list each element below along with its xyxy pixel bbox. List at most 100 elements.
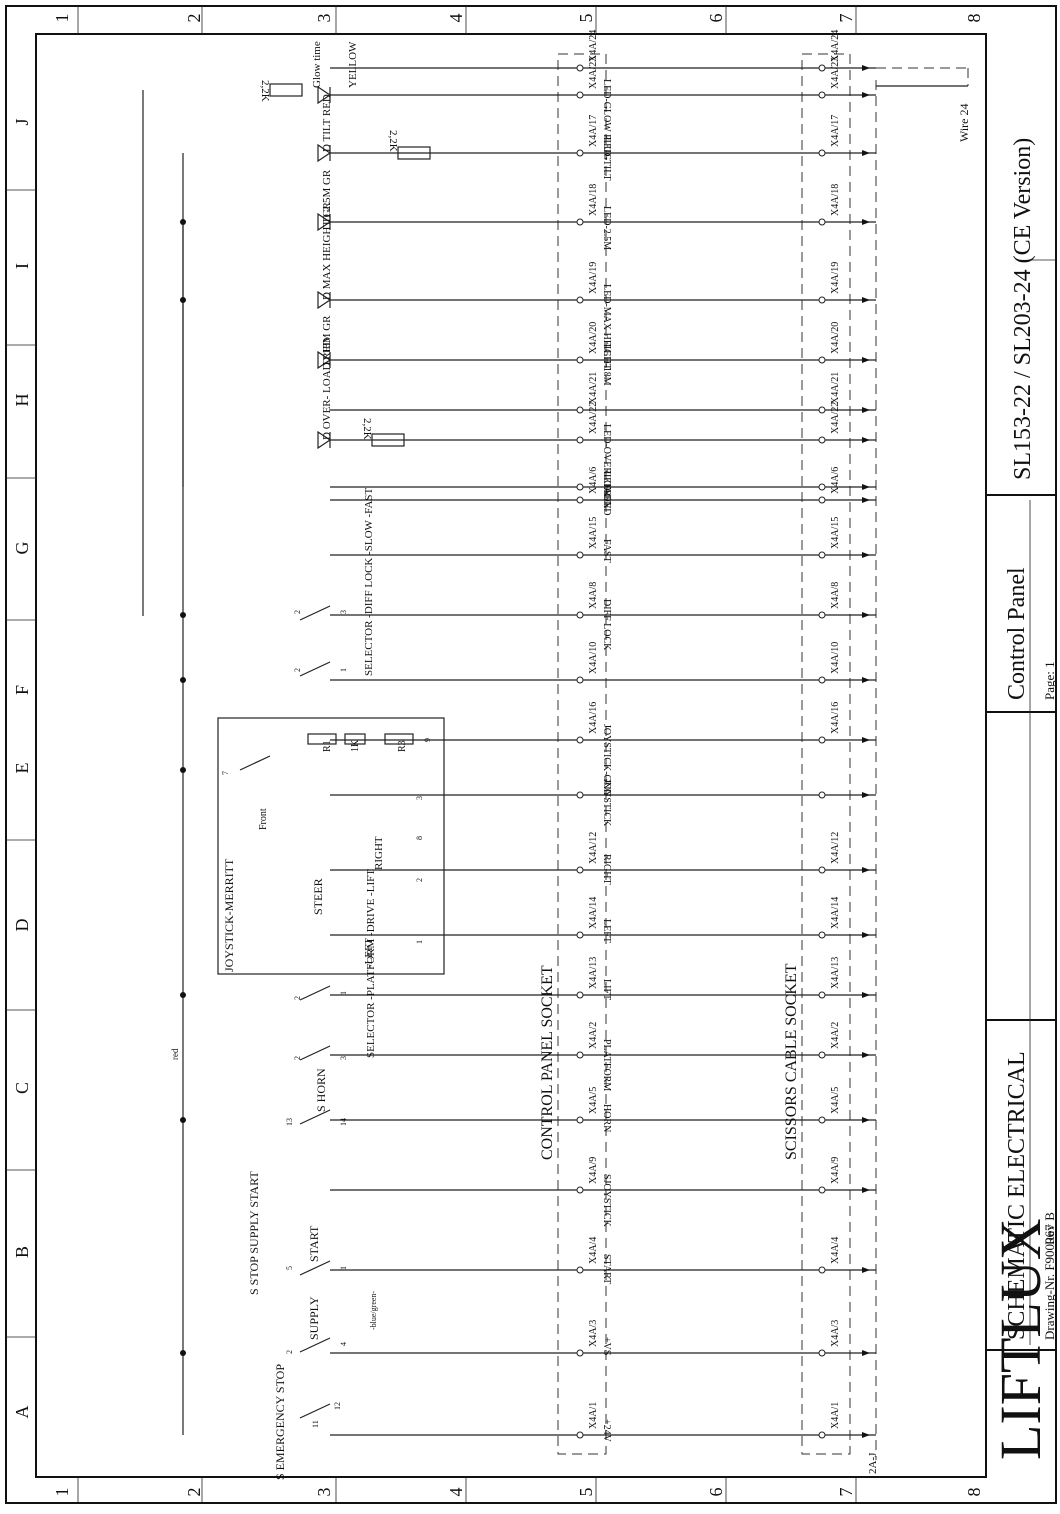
bus-node-2 xyxy=(180,992,186,998)
terminal-sc-20 xyxy=(818,218,826,226)
led-2 xyxy=(317,290,332,310)
grid-letter-A: A xyxy=(12,1406,32,1419)
led-0 xyxy=(317,430,332,450)
resistor-tilt xyxy=(397,146,431,160)
terminal-sc-10 xyxy=(818,736,826,744)
pin-cp-10: X4A/16 xyxy=(588,702,599,734)
joystick-front-switch xyxy=(239,755,271,771)
horn-label: S HORN xyxy=(314,1068,328,1112)
pin-cp-18: X4A/20 xyxy=(588,322,599,354)
contact-sel-3: 3 xyxy=(339,1056,348,1060)
steer-label: STEER xyxy=(311,878,325,915)
selector-platform-label: SELECTOR -PLATFORM -DRIVE -LIFT xyxy=(365,869,377,1058)
arrow-21 xyxy=(862,150,870,156)
pin-sc-8: X4A/12 xyxy=(830,832,841,864)
arrow-23 xyxy=(862,65,870,71)
grid-number-top-5: 5 xyxy=(576,14,596,23)
led-3 xyxy=(317,212,332,232)
terminal-sc-15 xyxy=(818,483,826,491)
pin-cp-11: X4A/10 xyxy=(588,642,599,674)
arrow-16 xyxy=(862,437,870,443)
contact-j-7: 7 xyxy=(221,771,230,775)
terminal-cp-17 xyxy=(576,406,584,414)
terminal-sc-4 xyxy=(818,1116,826,1124)
bus-node-4 xyxy=(180,677,186,683)
supply-switch xyxy=(299,1337,331,1353)
terminal-sc-3 xyxy=(818,1186,826,1194)
drawing-nr: Drawing-Nr. F900067 xyxy=(1042,1224,1057,1340)
1k-label: 1K xyxy=(350,739,361,752)
bus-node-3 xyxy=(180,767,186,773)
junction-nodes xyxy=(180,64,870,1439)
pin-sc-3: X4A/9 xyxy=(830,1157,841,1184)
signal-5: PLATFORM xyxy=(601,1039,612,1091)
pin-sc-16: X4A/22 xyxy=(830,402,841,434)
grid-letter-G: G xyxy=(12,542,32,555)
resistor-glow xyxy=(269,83,303,97)
pin-sc-23: X4A/24 xyxy=(830,30,841,62)
arrow-20 xyxy=(862,219,870,225)
joystick-merritt-label: JOYSTICK-MERRITT xyxy=(222,858,236,972)
grid-letter-B: B xyxy=(12,1246,32,1258)
grid-number-top-8: 8 xyxy=(964,14,984,23)
pin-cp-7: X4A/14 xyxy=(588,897,599,929)
pin-sc-1: X4A/3 xyxy=(830,1320,841,1347)
grid-number-top-4: 4 xyxy=(446,14,466,23)
sheet-title: Control Panel xyxy=(1004,567,1030,700)
terminal-cp-13 xyxy=(576,551,584,559)
signal-20: LED-2.5M xyxy=(601,206,612,250)
r-2k2-glow-label: 2,2K xyxy=(259,80,271,102)
scissors-cable-socket-label: SCISSORS CABLE SOCKET xyxy=(783,963,800,1160)
arrow-8 xyxy=(862,867,870,873)
terminal-cp-10 xyxy=(576,736,584,744)
terminal-cp-4 xyxy=(576,1116,584,1124)
terminal-sc-17 xyxy=(818,406,826,414)
pin-cp-14: X4A/6 xyxy=(588,467,599,494)
led-5 xyxy=(317,85,332,105)
pin-sc-2: X4A/4 xyxy=(830,1237,841,1264)
r-2k2-overload-label: 2,2K xyxy=(361,418,373,440)
terminal-sc-22 xyxy=(818,91,826,99)
grid-number-top-7: 7 xyxy=(836,14,856,23)
pin-sc-17: X4A/21 xyxy=(830,372,841,404)
arrow-6 xyxy=(862,992,870,998)
right-label: RIGHT xyxy=(373,836,385,870)
component-labels: S EMERGENCY STOP S STOP SUPPLY START SUP… xyxy=(170,41,971,1480)
company-logo: LIFTLUX xyxy=(988,1218,1053,1460)
yellow-label: YELLOW xyxy=(347,41,359,88)
bus-node-1 xyxy=(180,1117,186,1123)
front-label: Front xyxy=(258,808,269,830)
glow-time-label: Glow time xyxy=(311,41,323,88)
contact-11: 11 xyxy=(311,1420,320,1428)
signal-1: +VS xyxy=(601,1337,612,1355)
models-label: SL153-22 / SL203-24 (CE Version) xyxy=(1010,138,1036,480)
contact-12: 12 xyxy=(333,1402,342,1410)
arrow-12 xyxy=(862,612,870,618)
led-4 xyxy=(317,143,332,163)
grid-letter-F: F xyxy=(12,685,32,695)
terminal-cp-22 xyxy=(576,91,584,99)
terminal-cp-18 xyxy=(576,356,584,364)
grid-number-bottom-1: 1 xyxy=(52,1488,72,1497)
arrow-4 xyxy=(862,1117,870,1123)
pin-sc-10: X4A/16 xyxy=(830,702,841,734)
contact-d-2b: 2 xyxy=(293,610,302,614)
arrow-10 xyxy=(862,737,870,743)
grid-number-top-6: 6 xyxy=(706,14,726,23)
pin-cp-3: X4A/9 xyxy=(588,1157,599,1184)
bus-node-7 xyxy=(180,219,186,225)
pin-sc-5: X4A/2 xyxy=(830,1022,841,1049)
pin-cp-8: X4A/12 xyxy=(588,832,599,864)
pin-cp-17: X4A/21 xyxy=(588,372,599,404)
grid-number-bottom-6: 6 xyxy=(706,1488,726,1497)
signal-16: LED-OVERLOAD xyxy=(601,424,612,502)
signal-14: FREE xyxy=(601,484,612,508)
terminal-sc-23 xyxy=(818,64,826,72)
led-symbols xyxy=(317,85,332,450)
resistor-r3 xyxy=(384,733,414,745)
terminal-cp-0 xyxy=(576,1431,584,1439)
arrow-11 xyxy=(862,677,870,683)
contact-j-9: 9 xyxy=(423,738,432,742)
pin-sc-0: X4A/1 xyxy=(830,1402,841,1429)
